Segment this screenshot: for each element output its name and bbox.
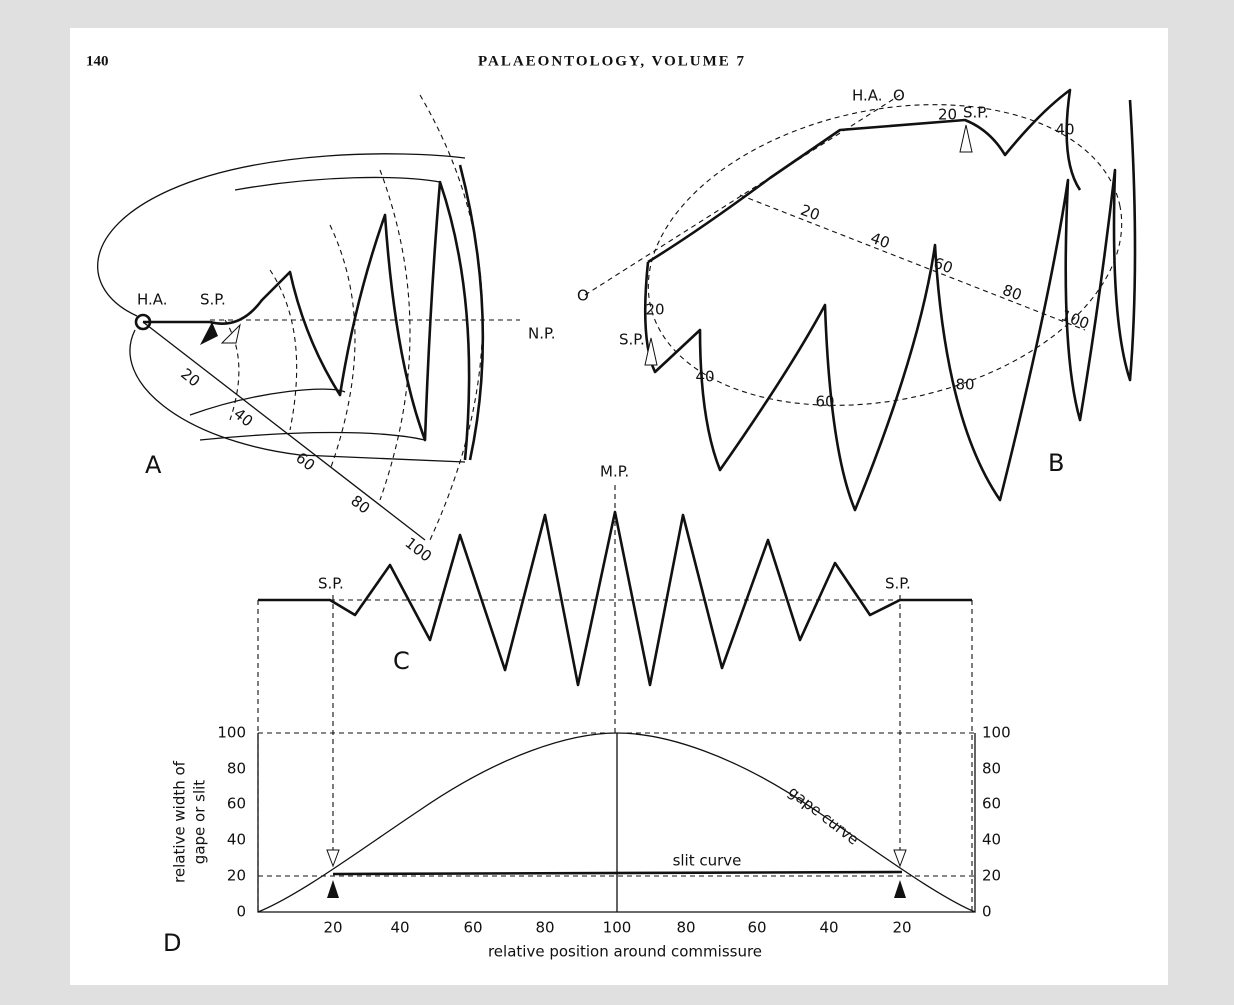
scale-label: 60 <box>463 919 482 937</box>
scale-label: 100 <box>217 724 246 742</box>
label: S.P. <box>619 331 645 349</box>
scale-label: 100 <box>603 919 632 937</box>
axes <box>257 733 976 913</box>
curve-label: slit curve <box>673 852 742 870</box>
label: H.A. <box>852 87 883 105</box>
scale-label: 40 <box>227 831 246 849</box>
scale-label: 80 <box>535 919 554 937</box>
shell-outline <box>129 329 466 463</box>
commissure <box>458 164 485 461</box>
scale-label: 40 <box>868 229 892 252</box>
label: O <box>577 287 589 305</box>
projection-ellipse <box>647 104 1123 406</box>
pointer <box>644 337 658 366</box>
scale-label: 60 <box>747 919 766 937</box>
panel-label: A <box>145 451 162 479</box>
axis-title: relative width of <box>171 760 189 883</box>
label: O <box>893 87 905 105</box>
pointer <box>326 849 907 868</box>
scale-label: 20 <box>892 919 911 937</box>
scale-label: 20 <box>645 301 664 319</box>
scale-label: 80 <box>982 760 1001 778</box>
pointer <box>220 323 241 344</box>
scale-label: 40 <box>819 919 838 937</box>
scale-label: 80 <box>676 919 695 937</box>
scale-label: 20 <box>227 867 246 885</box>
commissure <box>209 180 471 461</box>
panel-a: H.A. S.P. N.P. A <box>97 94 555 541</box>
panel-label: B <box>1048 449 1064 477</box>
shell-edge <box>647 88 1082 264</box>
projection-arc <box>224 94 484 541</box>
scale-label: 80 <box>227 760 246 778</box>
scale-label: 20 <box>323 919 342 937</box>
scale-label: 20 <box>798 201 822 224</box>
scale-label: 60 <box>982 795 1001 813</box>
scale-line <box>142 321 426 541</box>
scale-label: 60 <box>931 254 955 277</box>
shell-outline <box>97 153 466 317</box>
label: S.P. <box>318 575 344 593</box>
label: H.A. <box>137 291 168 309</box>
label: S.P. <box>885 575 911 593</box>
scale-line <box>739 194 1086 331</box>
panel-label: D <box>163 929 181 957</box>
scale-label: 60 <box>227 795 246 813</box>
panel-b: H.A. O O S.P. S.P. 20 B <box>577 87 1137 512</box>
scale-label: 40 <box>390 919 409 937</box>
label: S.P. <box>200 291 226 309</box>
label: S.P. <box>963 104 989 122</box>
scale-label: 80 <box>955 376 974 394</box>
commissure <box>643 99 1137 512</box>
scale-label: 40 <box>695 368 714 386</box>
axis-title: gape or slit <box>191 780 209 864</box>
slit-curve <box>332 870 903 876</box>
scale-label: 0 <box>236 903 246 921</box>
gape-curve <box>257 732 976 913</box>
page-number: 140 <box>86 53 109 69</box>
scale-label: 40 <box>982 831 1001 849</box>
axis-line <box>584 94 901 296</box>
pointer <box>959 124 973 153</box>
guide-line <box>258 732 975 877</box>
scale-label: 40 <box>1055 121 1074 139</box>
axis-title: relative position around commissure <box>488 943 762 961</box>
scale-label: 80 <box>1000 281 1024 304</box>
running-title: PALAEONTOLOGY, VOLUME 7 <box>478 53 746 69</box>
scale-label: 20 <box>982 867 1001 885</box>
pointer <box>200 322 218 345</box>
label: 20 <box>938 106 957 124</box>
scale-label: 60 <box>815 393 834 411</box>
panel-label: C <box>393 647 410 675</box>
label: N.P. <box>528 325 555 343</box>
label: M.P. <box>600 463 629 481</box>
scale-label: 0 <box>982 903 992 921</box>
scale-label: 100 <box>982 724 1011 742</box>
